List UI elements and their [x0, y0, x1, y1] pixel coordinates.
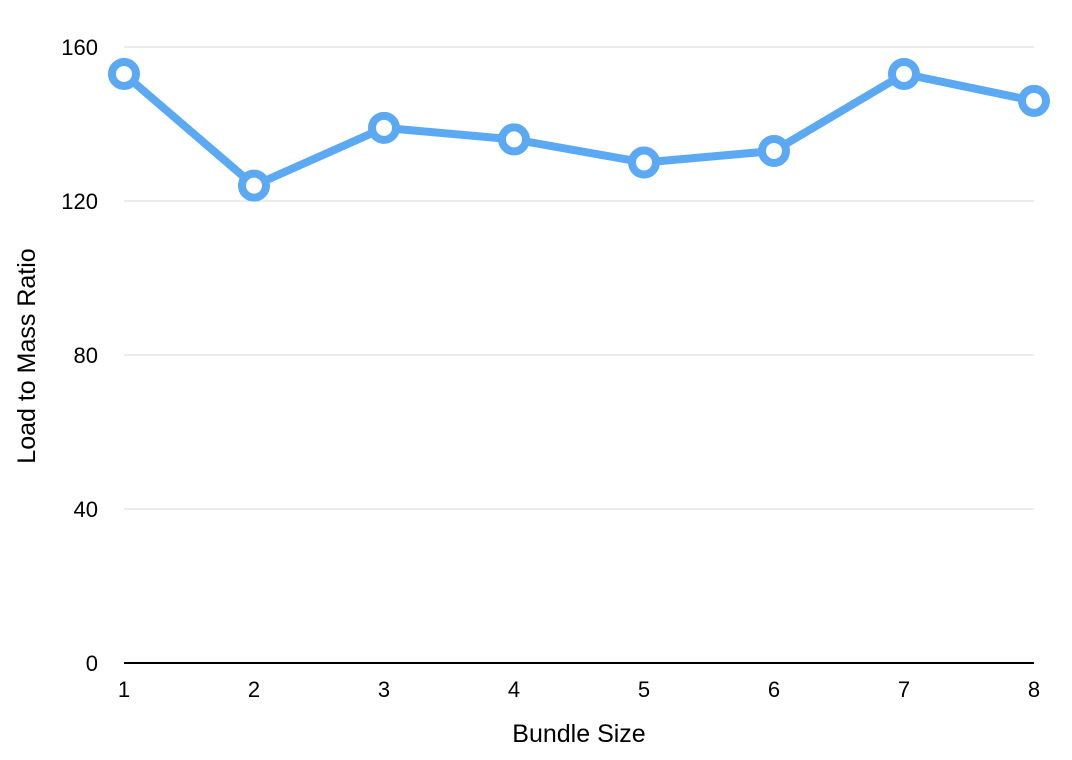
x-axis-ticks: 1 2 3 4 5 6 7 8	[118, 677, 1040, 702]
y-tick-label: 40	[74, 497, 98, 522]
data-point	[368, 111, 400, 144]
x-tick-label: 3	[378, 677, 390, 702]
x-tick-label: 2	[248, 677, 260, 702]
x-tick-label: 6	[768, 677, 780, 702]
y-axis-ticks: 0 40 80 120 160	[61, 35, 98, 676]
data-point	[628, 146, 660, 179]
x-tick-label: 4	[508, 677, 520, 702]
data-point	[498, 123, 530, 156]
y-tick-label: 120	[61, 189, 98, 214]
series-layer	[108, 57, 1050, 202]
x-tick-label: 1	[118, 677, 130, 702]
y-tick-label: 80	[74, 343, 98, 368]
y-axis-title: Load to Mass Ratio	[13, 248, 41, 463]
data-point	[108, 57, 140, 90]
x-axis-title: Bundle Size	[512, 720, 645, 748]
x-tick-label: 8	[1028, 677, 1040, 702]
gridlines	[124, 46, 1034, 510]
data-point	[1018, 84, 1050, 117]
data-point	[238, 169, 270, 202]
y-tick-label: 160	[61, 35, 98, 60]
data-point	[758, 134, 790, 167]
y-tick-label: 0	[86, 651, 98, 676]
x-tick-label: 7	[898, 677, 910, 702]
data-point	[888, 57, 920, 90]
series-line	[120, 69, 1038, 190]
x-tick-label: 5	[638, 677, 650, 702]
